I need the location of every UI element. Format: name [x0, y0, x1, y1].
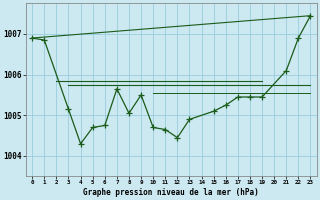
X-axis label: Graphe pression niveau de la mer (hPa): Graphe pression niveau de la mer (hPa)	[84, 188, 259, 197]
